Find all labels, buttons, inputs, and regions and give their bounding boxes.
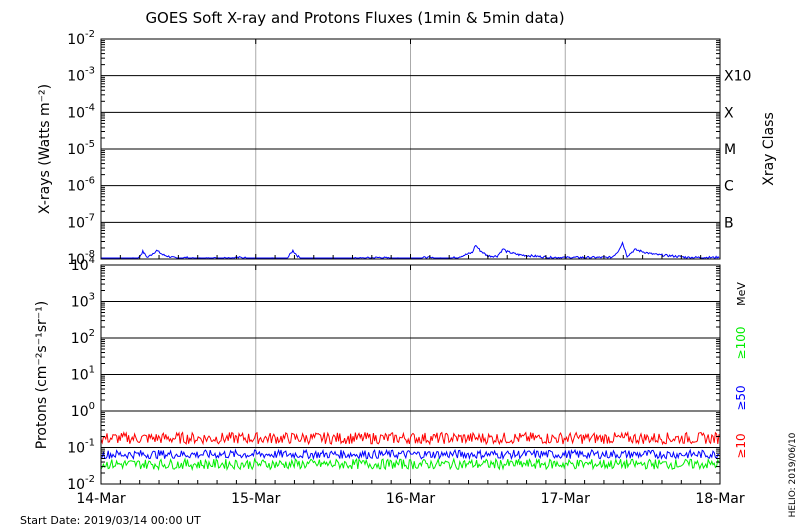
x-tick-label: 17-Mar	[541, 491, 591, 507]
xray-class-label: X	[724, 105, 734, 121]
xray-class-axis-label: Xray Class	[761, 112, 777, 186]
x-tick-label: 14-Mar	[76, 491, 126, 507]
proton-series-line	[100, 448, 720, 461]
x-tick-label: 15-Mar	[231, 491, 281, 507]
x-tick-label: 16-Mar	[386, 491, 436, 507]
xray-class-label: B	[724, 215, 734, 231]
proton-y-tick-label: 101	[71, 365, 95, 384]
xray-class-label: X10	[724, 69, 751, 85]
xray-y-tick-label: 10-4	[67, 102, 95, 121]
proton-y-tick-label: 10-1	[67, 438, 95, 457]
proton-series-line	[100, 430, 720, 446]
xray-y-ticks: 10-210-310-410-510-610-710-8	[67, 29, 720, 268]
xray-y-tick-label: 10-7	[67, 212, 95, 231]
xray-y-axis-label: X-rays (Watts m⁻²)	[37, 84, 53, 214]
proton-y-axis-label: Protons (cm⁻²s⁻¹sr⁻¹)	[34, 301, 50, 450]
chart-title: GOES Soft X-ray and Protons Fluxes (1min…	[145, 9, 564, 27]
proton-y-tick-label: 100	[71, 401, 95, 420]
start-date-label: Start Date: 2019/03/14 00:00 UT	[20, 514, 201, 527]
proton-flux-series	[100, 430, 720, 472]
xray-class-label: M	[724, 142, 736, 158]
proton-y-tick-label: 103	[71, 292, 95, 311]
helio-date-label: HELIO: 2019/06/10	[788, 432, 798, 517]
xray-class-labels: X10 X M C B	[724, 69, 751, 232]
x-tick-label: 18-Mar	[695, 491, 745, 507]
x-axis-ticks: 14-Mar 15-Mar 16-Mar 17-Mar 18-Mar	[76, 39, 745, 507]
proton-legend-label: ≥50	[734, 385, 748, 410]
proton-legend-label: ≥100	[734, 327, 748, 360]
proton-series-line	[100, 457, 720, 472]
xray-y-tick-label: 10-6	[67, 176, 95, 195]
xray-y-tick-label: 10-2	[67, 29, 95, 48]
xray-y-tick-label: 10-5	[67, 139, 95, 158]
proton-mev-label: MeV	[735, 282, 748, 306]
proton-y-tick-label: 104	[71, 255, 95, 274]
proton-y-tick-label: 102	[71, 328, 95, 347]
proton-legend-label: ≥10	[734, 433, 748, 458]
xray-y-tick-label: 10-3	[67, 66, 95, 85]
proton-energy-legend: ≥10 ≥50 ≥100	[734, 327, 748, 459]
xray-gridlines	[101, 39, 720, 259]
xray-class-label: C	[724, 179, 734, 195]
